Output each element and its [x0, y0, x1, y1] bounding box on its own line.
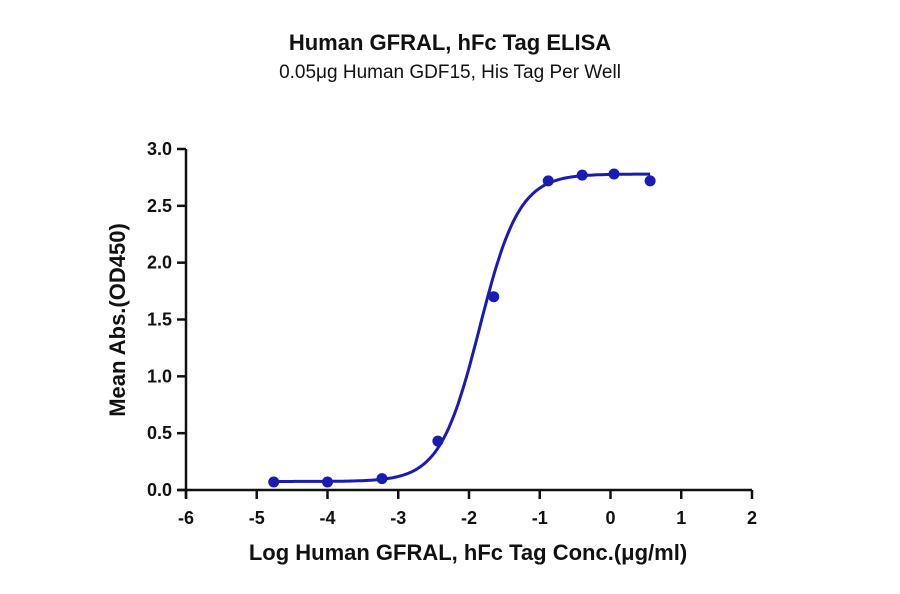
data-point: [608, 168, 620, 180]
x-tick-label: 1: [676, 508, 686, 528]
x-tick-label: 2: [747, 508, 757, 528]
data-points: [268, 168, 656, 488]
x-tick-label: -6: [178, 508, 194, 528]
fit-curve: [273, 172, 651, 483]
x-tick-label: -2: [461, 508, 477, 528]
data-point: [488, 291, 500, 303]
y-axis-label: Mean Abs.(OD450): [105, 223, 130, 417]
data-point: [376, 473, 388, 485]
x-tick-label: -5: [249, 508, 265, 528]
data-point: [432, 435, 444, 447]
data-point: [576, 169, 588, 181]
x-tick-label: -4: [319, 508, 335, 528]
y-tick-label: 3.0: [147, 139, 172, 159]
x-tick-label: 0: [605, 508, 615, 528]
y-tick-label: 2.5: [147, 196, 172, 216]
y-tick-label: 2.0: [147, 253, 172, 273]
y-tick-label: 0.5: [147, 423, 172, 443]
y-tick-label: 1.5: [147, 310, 172, 330]
data-point: [644, 175, 656, 187]
data-point: [322, 476, 333, 488]
x-tick-label: -3: [390, 508, 406, 528]
y-tick-label: 0.0: [147, 480, 172, 500]
data-point: [542, 175, 554, 187]
data-point: [268, 476, 280, 488]
axes: -6 -5 -4 -3 -2 -1 0 1 2 0.0 0.5 1.0 1.5 2.0 2.5 3.0: [147, 139, 757, 528]
chart-title: Human GFRAL, hFc Tag ELISA: [288, 30, 612, 55]
chart-subtitle: 0.05μg Human GDF15, His Tag Per Well: [279, 62, 621, 83]
x-tick-label: -1: [532, 508, 548, 528]
x-axis-label: Log Human GFRAL, hFc Tag Conc.(μg/ml): [249, 540, 687, 565]
y-tick-label: 1.0: [147, 366, 172, 386]
